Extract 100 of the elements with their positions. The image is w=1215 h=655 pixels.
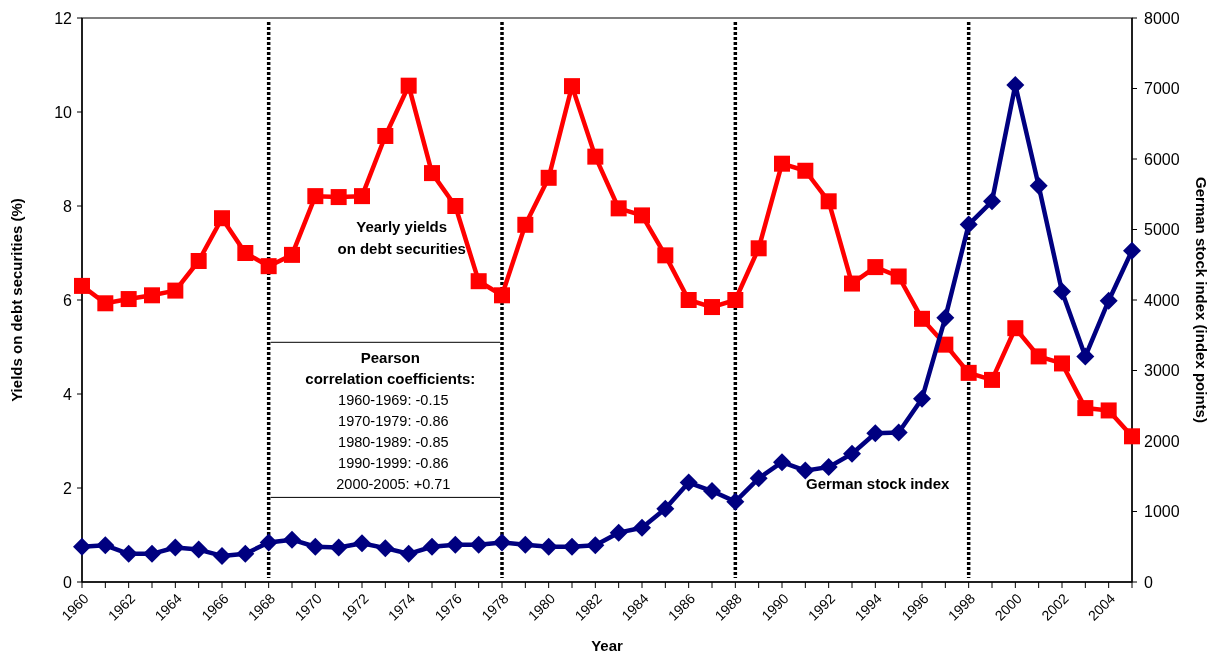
point bbox=[399, 544, 418, 563]
point bbox=[819, 458, 838, 477]
point bbox=[446, 535, 465, 554]
point bbox=[750, 240, 767, 257]
y-tick-label: 2 bbox=[63, 479, 73, 497]
point bbox=[166, 538, 185, 557]
point bbox=[120, 291, 137, 308]
y-tick-label: 4 bbox=[63, 385, 73, 403]
y-tick-label: 12 bbox=[54, 9, 73, 27]
point bbox=[1124, 428, 1140, 445]
point bbox=[587, 148, 604, 165]
point bbox=[1123, 241, 1141, 260]
point bbox=[773, 453, 791, 472]
point bbox=[564, 78, 580, 95]
point bbox=[679, 473, 698, 492]
y2-tick-label: 0 bbox=[1144, 573, 1153, 591]
point bbox=[914, 310, 930, 327]
point bbox=[96, 536, 115, 555]
y2-tick-label: 6000 bbox=[1144, 150, 1180, 168]
point bbox=[143, 544, 161, 563]
point bbox=[307, 188, 324, 205]
point bbox=[1007, 320, 1024, 337]
point bbox=[586, 536, 605, 555]
point bbox=[539, 537, 558, 556]
point bbox=[633, 518, 651, 537]
point bbox=[1030, 348, 1047, 365]
annotation: correlation coefficients: bbox=[305, 370, 476, 388]
point bbox=[959, 215, 978, 234]
point bbox=[354, 188, 370, 205]
point bbox=[844, 275, 860, 292]
point bbox=[1053, 282, 1071, 301]
point bbox=[517, 216, 534, 233]
point bbox=[774, 155, 790, 172]
point bbox=[424, 165, 440, 182]
point bbox=[843, 444, 861, 463]
point bbox=[214, 210, 230, 227]
annotation: 2000-2005: +0.71 bbox=[336, 476, 451, 493]
point bbox=[377, 127, 394, 144]
point bbox=[540, 169, 557, 186]
series-label: German stock index bbox=[805, 474, 951, 492]
point bbox=[984, 371, 1000, 388]
point bbox=[353, 534, 371, 553]
point bbox=[330, 189, 347, 206]
point bbox=[889, 423, 908, 442]
point bbox=[260, 258, 277, 275]
point bbox=[610, 200, 627, 217]
point bbox=[726, 492, 745, 511]
point bbox=[400, 77, 417, 94]
y2-tick-label: 8000 bbox=[1144, 9, 1180, 27]
point bbox=[97, 295, 114, 312]
point bbox=[237, 245, 254, 261]
point bbox=[329, 538, 348, 557]
annotation: Pearson bbox=[360, 349, 420, 367]
point bbox=[73, 537, 91, 556]
point bbox=[936, 308, 955, 327]
point bbox=[1076, 347, 1095, 366]
annotation: 1970-1979: -0.86 bbox=[338, 413, 449, 430]
point bbox=[867, 259, 884, 276]
series-label: Yearly yields on debt securities bbox=[337, 217, 466, 257]
y-tick-label: 8 bbox=[63, 197, 73, 215]
point bbox=[913, 389, 931, 408]
point bbox=[1077, 400, 1094, 417]
annotation: 1960-1969: -0.15 bbox=[338, 392, 449, 409]
point bbox=[236, 544, 255, 563]
point bbox=[189, 540, 208, 559]
annotation: 1990-1999: -0.86 bbox=[338, 455, 449, 472]
point bbox=[376, 539, 395, 558]
y-tick-label: 10 bbox=[54, 103, 73, 121]
point bbox=[494, 287, 510, 304]
x-axis-title: Year bbox=[591, 637, 624, 654]
point bbox=[306, 537, 325, 556]
y2-tick-label: 1000 bbox=[1144, 503, 1180, 521]
point bbox=[866, 424, 885, 443]
point bbox=[1029, 176, 1048, 195]
y2-tick-label: 4000 bbox=[1144, 291, 1180, 309]
point bbox=[516, 535, 535, 554]
point bbox=[820, 193, 837, 210]
point bbox=[470, 273, 487, 290]
point bbox=[797, 162, 814, 179]
point bbox=[703, 482, 721, 501]
point bbox=[609, 523, 628, 542]
point bbox=[74, 277, 90, 294]
point bbox=[190, 252, 207, 269]
y-tick-label: 0 bbox=[63, 573, 73, 591]
point bbox=[983, 192, 1001, 211]
point bbox=[1054, 355, 1070, 372]
point bbox=[704, 299, 720, 316]
point bbox=[119, 544, 138, 563]
point bbox=[657, 247, 674, 264]
annotation: 1980-1989: -0.85 bbox=[338, 434, 449, 451]
point bbox=[144, 287, 160, 304]
point bbox=[284, 246, 300, 263]
point bbox=[656, 499, 675, 518]
point bbox=[727, 292, 744, 308]
point bbox=[259, 533, 278, 552]
point bbox=[469, 535, 488, 554]
point bbox=[634, 207, 650, 224]
point bbox=[423, 537, 441, 556]
y-tick-label: 6 bbox=[63, 291, 73, 309]
point bbox=[890, 268, 907, 285]
